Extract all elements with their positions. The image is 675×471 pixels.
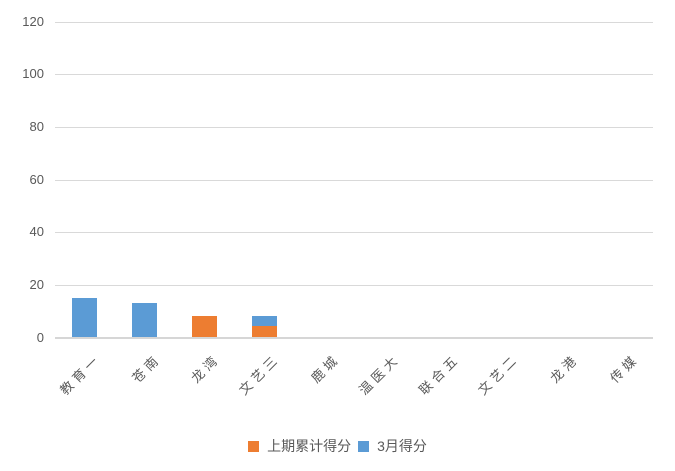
x-category-label: 教育一 xyxy=(56,351,104,398)
bar-segment-文艺三-3月得分 xyxy=(251,315,277,327)
gridline xyxy=(55,74,653,76)
x-category-label: 温医大 xyxy=(355,351,403,398)
x-category-label: 传媒 xyxy=(607,351,642,386)
legend-item: 3月得分 xyxy=(358,436,427,456)
gridline xyxy=(55,21,653,23)
y-tick-label: 120 xyxy=(22,13,44,29)
y-tick-label: 20 xyxy=(29,276,44,292)
y-tick-label: 80 xyxy=(29,118,44,134)
y-tick-label: 40 xyxy=(29,224,44,240)
legend-label: 3月得分 xyxy=(377,438,427,454)
legend-swatch-icon xyxy=(248,440,260,452)
bar-segment-苍南-3月得分 xyxy=(132,302,158,337)
x-category-label: 苍南 xyxy=(128,351,164,386)
legend-item: 上期累计得分 xyxy=(248,436,351,456)
legend-swatch-icon xyxy=(358,440,370,452)
x-category-label: 鹿城 xyxy=(308,351,343,386)
x-category-label: 龙港 xyxy=(547,351,583,386)
x-category-label: 龙湾 xyxy=(188,351,224,386)
y-tick-label: 60 xyxy=(29,171,44,187)
y-tick-label: 100 xyxy=(22,66,44,82)
x-axis-line xyxy=(55,336,653,339)
gridline xyxy=(55,179,653,181)
bar-segment-教育一-3月得分 xyxy=(72,297,98,337)
gridline xyxy=(55,284,653,286)
x-category-label: 联合五 xyxy=(415,351,463,398)
x-category-label: 文艺二 xyxy=(475,351,523,398)
bar-segment-龙湾-上期累计得分 xyxy=(192,315,217,337)
legend: 上期累计得分 3月得分 xyxy=(0,436,675,456)
y-tick-label: 0 xyxy=(36,329,44,345)
gridline xyxy=(55,126,653,128)
x-category-label: 文艺三 xyxy=(236,351,284,398)
bar-segment-文艺三-上期累计得分 xyxy=(251,326,277,337)
legend-label: 上期累计得分 xyxy=(267,438,352,454)
gridline xyxy=(55,232,653,234)
